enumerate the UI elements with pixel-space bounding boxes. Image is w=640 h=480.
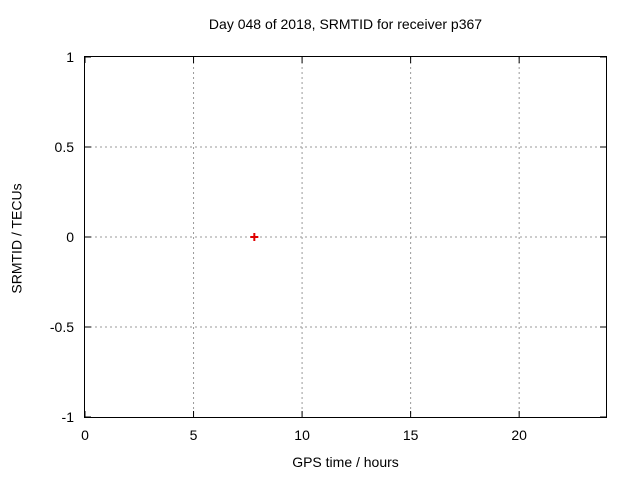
y-tick-label: -0.5 [49,319,74,335]
y-axis-label: SRMTID / TECUs [8,183,25,294]
plot-svg [85,57,606,417]
plot-area [84,56,607,418]
chart-title: Day 048 of 2018, SRMTID for receiver p36… [208,16,483,32]
y-tick-label: 1 [66,49,74,65]
x-axis-label: GPS time / hours [292,454,399,470]
y-tick-label: 0 [66,229,74,245]
x-tick-label: 15 [402,427,419,443]
x-tick-label: 20 [511,427,527,443]
x-tick-label: 0 [81,427,89,443]
y-tick-label: 0.5 [54,139,74,155]
x-tick-label: 10 [294,427,310,443]
y-tick-label: -1 [61,409,74,425]
x-tick-label: 5 [189,427,198,443]
